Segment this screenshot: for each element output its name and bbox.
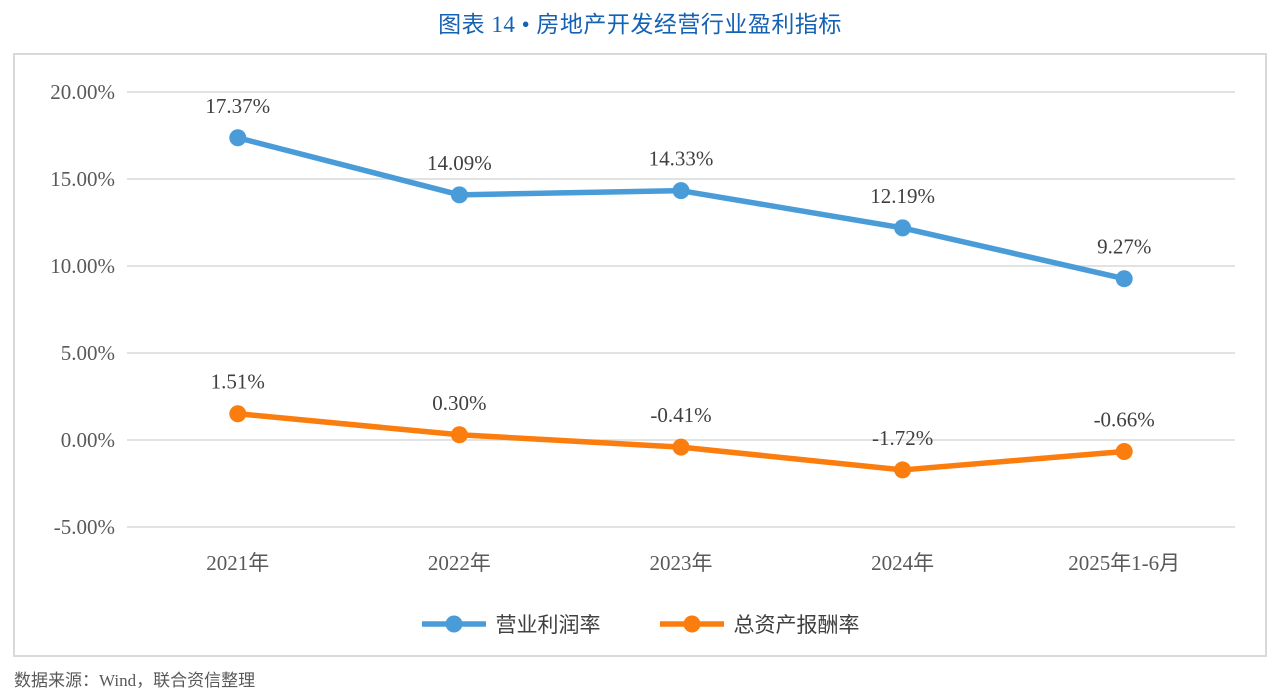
data-point-marker (672, 438, 690, 456)
y-tick-label: 15.00% (50, 167, 115, 191)
data-point-marker (672, 182, 690, 200)
data-point-label: 1.51% (211, 370, 265, 394)
data-point-label: 9.27% (1097, 235, 1151, 259)
data-point-label: 14.33% (649, 147, 714, 171)
chart-area: 20.00% 15.00% 10.00% 5.00% 0.00% -5.00% 2021年 2… (13, 53, 1267, 657)
legend-item-return-on-assets: 总资产报酬率 (659, 609, 860, 639)
legend-line-marker-icon (421, 615, 486, 633)
data-point-marker (229, 129, 247, 147)
data-source-note: 数据来源：Wind，联合资信整理 (14, 671, 256, 690)
y-tick-label: -5.00% (54, 515, 115, 539)
data-point-label: 14.09% (427, 151, 492, 175)
data-point-marker (450, 186, 468, 204)
data-point-label: 0.30% (432, 391, 486, 415)
data-point-marker (1115, 442, 1133, 460)
chart-legend: 营业利润率 总资产报酬率 (15, 609, 1265, 639)
data-point-marker (1115, 270, 1133, 288)
line-chart-svg: 20.00% 15.00% 10.00% 5.00% 0.00% -5.00% 2021年 2… (50, 80, 1235, 575)
data-point-label: -0.66% (1094, 407, 1155, 431)
x-tick-label: 2022年 (428, 551, 491, 575)
y-tick-label: 0.00% (61, 428, 115, 452)
data-point-label: -1.72% (872, 426, 933, 450)
data-point-label: -0.41% (650, 403, 711, 427)
x-tick-label: 2021年 (206, 551, 269, 575)
y-tick-label: 10.00% (50, 254, 115, 278)
x-tick-label: 2024年 (871, 551, 934, 575)
y-tick-label: 5.00% (61, 341, 115, 365)
legend-item-operating-profit-margin: 营业利润率 (421, 609, 601, 639)
data-point-marker (450, 426, 468, 444)
y-tick-label: 20.00% (50, 80, 115, 104)
data-point-label: 17.37% (205, 94, 270, 118)
legend-label: 营业利润率 (495, 613, 601, 637)
x-tick-label: 2025年1-6月 (1068, 551, 1180, 575)
legend-line-marker-icon (659, 615, 724, 633)
data-point-marker (894, 461, 912, 479)
chart-title: 图表 14 • 房地产开发经营行业盈利指标 (438, 12, 842, 37)
data-point-marker (229, 405, 247, 423)
x-tick-label: 2023年 (650, 551, 713, 575)
legend-label: 总资产报酬率 (733, 613, 860, 637)
data-point-label: 12.19% (870, 184, 935, 208)
data-point-marker (894, 219, 912, 237)
